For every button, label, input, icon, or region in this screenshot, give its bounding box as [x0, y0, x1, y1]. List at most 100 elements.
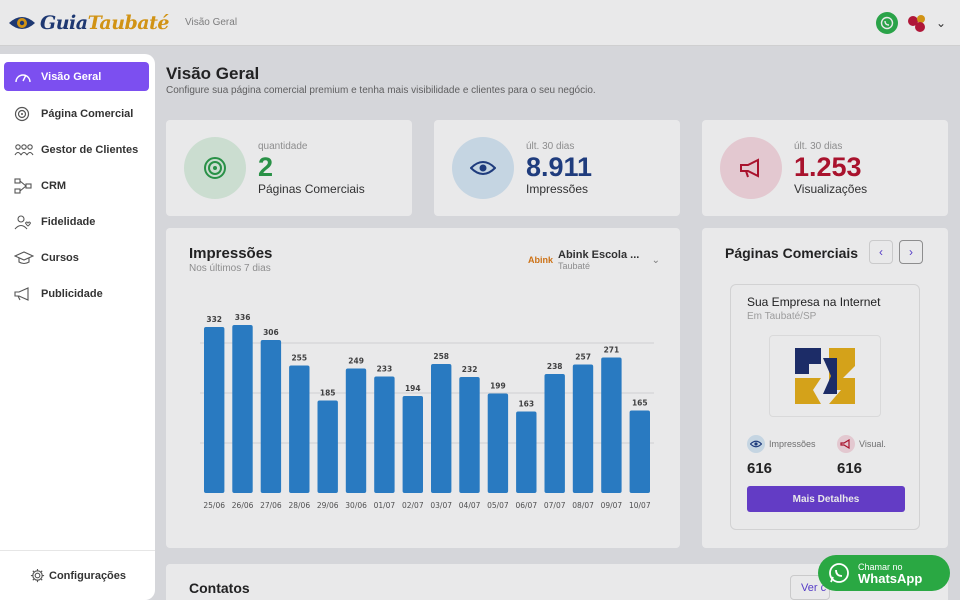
- bar-value-label: 306: [263, 328, 279, 337]
- stat-caption: últ. 30 dias: [794, 140, 843, 152]
- users-icon: [14, 142, 34, 158]
- sidebar-item-label: Fidelidade: [41, 215, 96, 228]
- target-icon: [184, 137, 246, 199]
- target-icon: [14, 106, 34, 122]
- chevron-down-icon[interactable]: ⌄: [935, 15, 946, 30]
- sidebar-item-pagina-comercial[interactable]: Página Comercial: [4, 99, 149, 128]
- company-name: Sua Empresa na Internet: [747, 295, 881, 309]
- chart-bar[interactable]: [629, 410, 650, 494]
- x-tick-label: 03/07: [430, 501, 452, 510]
- stat-label: Visualizações: [794, 181, 868, 196]
- chart-bar[interactable]: [317, 400, 338, 494]
- impressions-chart: 332 25/06 336 26/06 306 27/06 255 28/06 185 29/06…: [200, 313, 654, 510]
- chart-bar[interactable]: [431, 364, 452, 493]
- sidebar-item-publicidade[interactable]: Publicidade: [4, 279, 149, 308]
- sidebar-item-label: Gestor de Clientes: [41, 143, 139, 156]
- settings-label: Configurações: [49, 569, 127, 582]
- bar-value-label: 199: [490, 382, 506, 391]
- chart-bar[interactable]: [260, 340, 282, 493]
- bar-value-label: 332: [206, 315, 222, 324]
- megaphone-icon: [720, 137, 782, 199]
- chart-bar[interactable]: [487, 393, 509, 494]
- chevron-down-icon: ⌄: [651, 254, 660, 266]
- stat-card-visualizacoes: últ. 30 dias 1.253 Visualizações: [702, 120, 948, 216]
- x-tick-label: 30/06: [345, 501, 367, 510]
- x-tick-label: 26/06: [232, 501, 254, 510]
- views-value: 616: [837, 460, 863, 477]
- x-tick-label: 06/07: [515, 501, 537, 510]
- chart-bar[interactable]: [544, 374, 565, 493]
- company-name: Abink Escola ...: [558, 249, 640, 261]
- gauge-icon: [14, 69, 34, 85]
- gear-icon: [30, 568, 45, 583]
- whatsapp-icon[interactable]: [875, 11, 898, 34]
- user-heart-icon: [14, 214, 34, 230]
- chart-bar[interactable]: [459, 377, 480, 493]
- sidebar-divider: [0, 550, 155, 551]
- chart-bar[interactable]: [232, 325, 253, 493]
- x-tick-label: 05/07: [487, 501, 509, 510]
- chart-bar[interactable]: [572, 364, 594, 494]
- stat-label: Impressões: [526, 181, 589, 196]
- chart-bar[interactable]: [345, 368, 367, 494]
- sidebar-item-label: Página Comercial: [41, 107, 134, 120]
- impressions-metric: Impressões: [747, 435, 816, 453]
- views-label: Visual.: [859, 439, 886, 449]
- main-content: Visão Geral Configure sua página comerci…: [156, 46, 960, 600]
- x-tick-label: 01/07: [374, 501, 396, 510]
- x-tick-label: 27/06: [260, 501, 282, 510]
- paginas-card: Páginas Comerciais ‹ › Sua Empresa na In…: [702, 228, 948, 548]
- chart-bar[interactable]: [601, 357, 622, 494]
- whatsapp-button[interactable]: Chamar no WhatsApp: [818, 555, 950, 591]
- contacts-title: Contatos: [189, 580, 250, 596]
- settings-link[interactable]: Configurações: [30, 568, 126, 583]
- top-bar: GuiaTaubaté Visão Geral ⌄: [0, 0, 960, 46]
- sidebar-item-fidelidade[interactable]: Fidelidade: [4, 207, 149, 236]
- impressions-subtitle: Nos últimos 7 dias: [189, 263, 271, 274]
- chart-bar[interactable]: [516, 411, 537, 494]
- breadcrumb[interactable]: Visão Geral: [184, 17, 238, 28]
- eye-icon: [747, 435, 765, 453]
- megaphone-icon: [837, 435, 855, 453]
- sidebar-item-label: CRM: [41, 179, 67, 192]
- paginas-title: Páginas Comerciais: [725, 245, 859, 261]
- sidebar-item-cursos[interactable]: Cursos: [4, 243, 149, 272]
- chart-bar[interactable]: [289, 365, 310, 494]
- company-select[interactable]: Abink Abink Escola ... Taubaté ⌄: [522, 242, 666, 278]
- x-tick-label: 07/07: [544, 501, 566, 510]
- chevron-right-icon[interactable]: ›: [899, 240, 923, 264]
- page-title: Visão Geral: [166, 64, 260, 83]
- eye-logo-icon: [9, 16, 35, 29]
- sidebar-item-crm[interactable]: CRM: [4, 171, 149, 200]
- chart-bar[interactable]: [204, 327, 225, 493]
- chevron-left-icon[interactable]: ‹: [869, 240, 893, 264]
- x-tick-label: 29/06: [317, 501, 339, 510]
- impressions-value: 616: [747, 460, 773, 477]
- impressions-label: Impressões: [769, 439, 816, 449]
- x-tick-label: 25/06: [203, 501, 225, 510]
- bar-value-label: 232: [462, 365, 478, 374]
- company-logo-icon: [795, 348, 855, 404]
- chart-bar[interactable]: [374, 376, 395, 494]
- company-card: Sua Empresa na Internet Em Taubaté/SP Im…: [730, 284, 920, 530]
- impressions-title: Impressões: [189, 245, 273, 262]
- logo[interactable]: GuiaTaubaté: [8, 12, 169, 34]
- sidebar-item-label: Publicidade: [41, 287, 103, 300]
- bar-value-label: 165: [632, 399, 648, 408]
- chart-bar[interactable]: [402, 396, 423, 493]
- avatar[interactable]: [906, 12, 928, 34]
- eye-icon: [452, 137, 514, 199]
- bar-value-label: 271: [604, 346, 620, 355]
- x-tick-label: 10/07: [629, 501, 651, 510]
- sidebar-item-gestor-de-clientes[interactable]: Gestor de Clientes: [4, 135, 149, 164]
- stat-card-paginas: quantidade 2 Páginas Comerciais: [166, 120, 412, 216]
- company-city: Taubaté: [558, 261, 591, 271]
- bar-value-label: 255: [291, 354, 307, 363]
- sidebar-item-visao-geral[interactable]: Visão Geral: [4, 62, 149, 91]
- details-button[interactable]: Mais Detalhes: [747, 486, 905, 512]
- bar-value-label: 249: [348, 357, 364, 366]
- whatsapp-icon: [829, 563, 849, 583]
- logo-text: GuiaTaubaté: [40, 11, 169, 34]
- bar-value-label: 194: [405, 384, 421, 393]
- whatsapp-line1: Chamar no: [858, 562, 903, 572]
